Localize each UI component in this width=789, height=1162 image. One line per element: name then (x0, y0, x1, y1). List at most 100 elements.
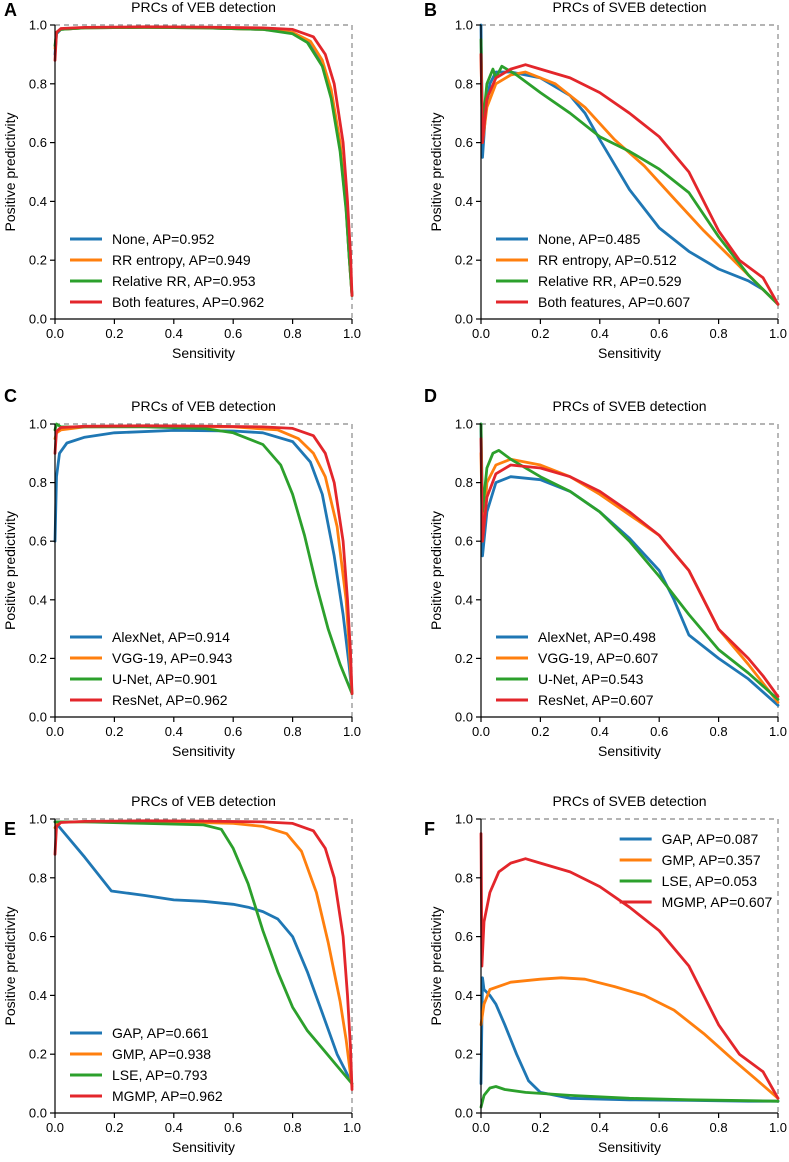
y-tick-label: 1.0 (29, 812, 47, 827)
legend-label: U-Net, AP=0.543 (538, 671, 644, 687)
series-line-4 (53, 25, 354, 297)
reference-line (481, 818, 779, 1113)
y-tick-label: 0.6 (29, 135, 47, 150)
legend: AlexNet, AP=0.498 VGG-19, AP=0.607 U-Net, … (496, 629, 658, 708)
x-axis-label: Sensitivity (172, 345, 235, 361)
legend-label: AlexNet, AP=0.498 (538, 629, 656, 645)
y-tick-label: 0.8 (455, 76, 473, 91)
x-tick-label: 0.4 (165, 326, 183, 341)
legend-label: ResNet, AP=0.607 (538, 692, 654, 708)
x-axis-label: Sensitivity (598, 345, 661, 361)
x-tick-label: 0.8 (284, 1120, 302, 1135)
legend-label: ResNet, AP=0.962 (112, 692, 228, 708)
y-tick-label: 0.4 (29, 592, 47, 607)
x-tick-label: 1.0 (343, 326, 361, 341)
x-tick-label: 0.0 (46, 326, 64, 341)
y-tick-label: 0.0 (455, 710, 473, 725)
reference-line (481, 24, 779, 319)
x-tick-label: 0.6 (224, 724, 242, 739)
panel-letter: E (4, 819, 16, 839)
chart-title: PRCs of VEB detection (131, 398, 276, 414)
series-line-4 (53, 424, 354, 695)
panel-letter: C (4, 386, 17, 406)
y-tick-label: 0.6 (455, 135, 473, 150)
x-tick-label: 0.0 (46, 724, 64, 739)
x-tick-label: 0.4 (591, 724, 609, 739)
y-tick-label: 0.8 (29, 870, 47, 885)
x-tick-label: 0.4 (591, 1120, 609, 1135)
reference-line (55, 24, 353, 319)
x-tick-label: 0.2 (105, 326, 123, 341)
series-line-4 (53, 819, 354, 1091)
x-tick-label: 0.0 (472, 724, 490, 739)
legend: GAP, AP=0.087 GMP, AP=0.357 LSE, AP=0.053 M… (619, 831, 773, 910)
legend-label: Both features, AP=0.962 (112, 294, 264, 310)
x-tick-label: 0.2 (105, 1120, 123, 1135)
x-tick-label: 0.2 (105, 724, 123, 739)
y-tick-label: 0.4 (29, 194, 47, 209)
x-tick-label: 0.8 (710, 1120, 728, 1135)
y-tick-label: 0.2 (455, 1047, 473, 1062)
series-line-4 (479, 832, 780, 1100)
legend-label: VGG-19, AP=0.943 (112, 650, 232, 666)
legend-label: None, AP=0.485 (538, 231, 641, 247)
x-tick-label: 0.2 (531, 1120, 549, 1135)
panel-e: E PRCs of VEB detection 0.0 0.2 0.4 0.6 0.8 1.0… (2, 793, 361, 1155)
series-line-1 (53, 428, 354, 695)
legend-label: VGG-19, AP=0.607 (538, 650, 658, 666)
legend-label: AlexNet, AP=0.914 (112, 629, 230, 645)
chart-title: PRCs of SVEB detection (552, 0, 706, 15)
x-tick-label: 0.2 (531, 326, 549, 341)
series-line-3 (53, 820, 354, 1085)
y-axis-label: Positive predictivity (2, 906, 18, 1025)
series-line-1 (479, 976, 780, 1103)
y-tick-label: 1.0 (29, 18, 47, 33)
x-tick-label: 0.8 (710, 326, 728, 341)
panel-f: F PRCs of SVEB detection 0.0 0.2 0.4 0.6 0.8 1.… (424, 793, 787, 1155)
legend-label: None, AP=0.952 (112, 231, 215, 247)
x-tick-label: 0.0 (46, 1120, 64, 1135)
legend-label: GMP, AP=0.938 (112, 1046, 211, 1062)
y-tick-label: 1.0 (455, 812, 473, 827)
series-line-1 (53, 820, 354, 1085)
y-tick-label: 0.0 (29, 312, 47, 327)
y-axis-label: Positive predictivity (428, 511, 444, 630)
y-tick-label: 0.4 (29, 988, 47, 1003)
series-line-3 (479, 38, 780, 306)
panel-d: D PRCs of SVEB detection 0.0 0.2 0.4 0.6 0.8 1.… (424, 386, 787, 759)
legend-label: Relative RR, AP=0.529 (538, 273, 682, 289)
y-tick-label: 0.6 (455, 534, 473, 549)
x-tick-label: 0.8 (284, 326, 302, 341)
series-line-2 (53, 424, 354, 695)
x-tick-label: 0.4 (165, 724, 183, 739)
legend-label: Both features, AP=0.607 (538, 294, 690, 310)
panel-c: C PRCs of VEB detection 0.0 0.2 0.4 0.6 0.8 1.0… (2, 386, 361, 759)
legend-label: MGMP, AP=0.607 (662, 894, 773, 910)
legend: AlexNet, AP=0.914 VGG-19, AP=0.943 U-Net, … (70, 629, 232, 708)
y-tick-label: 0.2 (29, 651, 47, 666)
y-axis-label: Positive predictivity (2, 112, 18, 231)
legend: None, AP=0.952 RR entropy, AP=0.949 Relati… (70, 231, 264, 310)
y-tick-label: 0.8 (29, 76, 47, 91)
x-tick-label: 0.2 (531, 724, 549, 739)
y-tick-label: 0.2 (29, 1047, 47, 1062)
legend: None, AP=0.485 RR entropy, AP=0.512 Relati… (496, 231, 690, 310)
x-tick-label: 0.4 (165, 1120, 183, 1135)
reference-line (55, 423, 353, 717)
y-tick-label: 0.6 (29, 534, 47, 549)
y-axis-label: Positive predictivity (2, 511, 18, 630)
reference-line (481, 423, 779, 717)
legend-label: RR entropy, AP=0.512 (538, 252, 677, 268)
reference-line (55, 818, 353, 1113)
series-line-2 (479, 53, 780, 306)
series-line-4 (479, 437, 780, 698)
legend: GAP, AP=0.661 GMP, AP=0.938 LSE, AP=0.793 M… (70, 1025, 223, 1104)
y-tick-label: 1.0 (455, 18, 473, 33)
x-axis-label: Sensitivity (172, 743, 235, 759)
y-tick-label: 0.0 (455, 312, 473, 327)
y-tick-label: 0.0 (455, 1106, 473, 1121)
x-tick-label: 1.0 (769, 1120, 787, 1135)
legend-label: GMP, AP=0.357 (662, 852, 761, 868)
series-line-4 (479, 53, 780, 306)
